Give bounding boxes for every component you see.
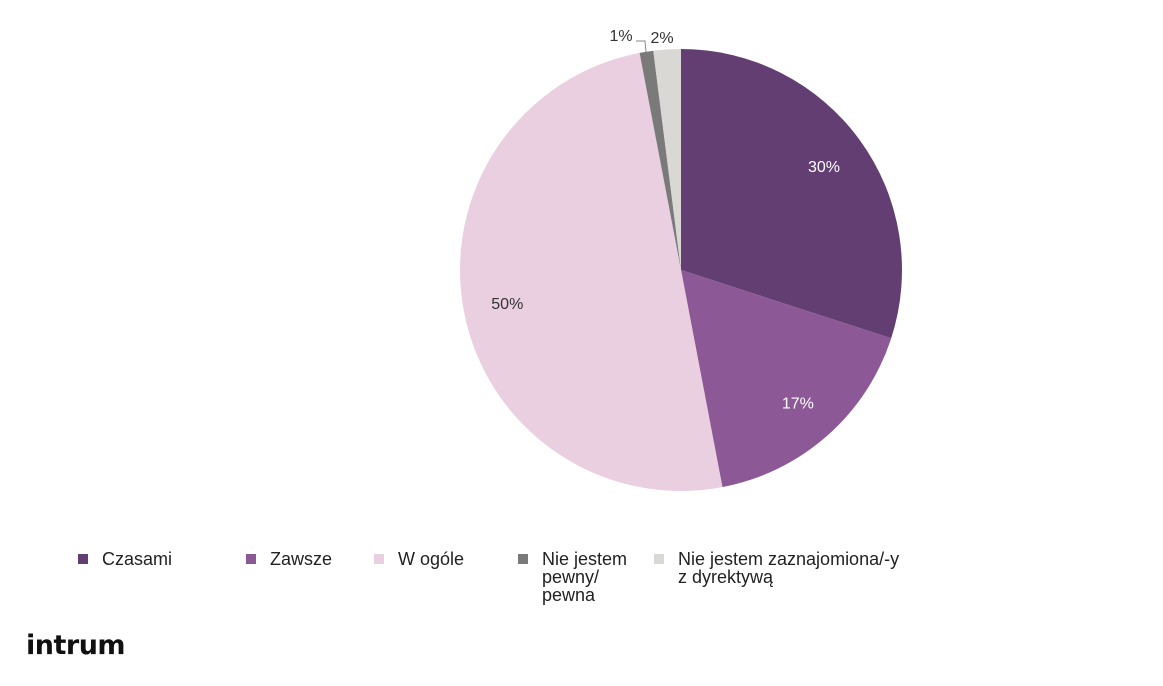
pie-slice-w-ogole	[459, 52, 723, 492]
legend-item-w-ogole: W ogóle	[374, 546, 464, 568]
pie-slice-czasami	[681, 49, 902, 339]
pie-slice-zawsze	[681, 270, 892, 488]
pie-slice-nie-jestem-zaznajomiona-y-z-dyrektywa	[653, 49, 681, 270]
chart-legend: Czasami Zawsze W ogóle Nie jestem pewny/…	[78, 546, 978, 616]
legend-item-nie-jestem-pewny: Nie jestem pewny/ pewna	[518, 546, 627, 604]
pie-slice-label: 30%	[808, 159, 840, 176]
pie-slice-nie-jestem-pewny-pewna	[639, 50, 681, 270]
pie-slice-label: 50%	[491, 296, 523, 313]
legend-label: W ogóle	[398, 549, 465, 569]
legend-label: Czasami	[102, 549, 173, 569]
legend-swatch	[654, 554, 664, 564]
pie-slice-label: 17%	[782, 396, 814, 413]
legend-item-nie-zaznajomiona: Nie jestem zaznajomiona/-y z dyrektywą	[654, 546, 899, 586]
legend-swatch	[78, 554, 88, 564]
legend-swatch	[518, 554, 528, 564]
pie-slice-label: 1%	[609, 28, 632, 45]
legend-swatch	[374, 554, 384, 564]
legend-swatch	[246, 554, 256, 564]
legend-item-zawsze: Zawsze	[246, 546, 332, 568]
pie-slice-label: 2%	[650, 30, 673, 47]
leader-line	[636, 40, 647, 53]
intrum-logo: intrum	[26, 630, 126, 661]
legend-item-czasami: Czasami	[78, 546, 172, 568]
legend-label: Nie jestem pewny/ pewna	[542, 549, 628, 605]
legend-label: Zawsze	[270, 549, 333, 569]
legend-label: Nie jestem zaznajomiona/-y z dyrektywą	[678, 549, 900, 587]
